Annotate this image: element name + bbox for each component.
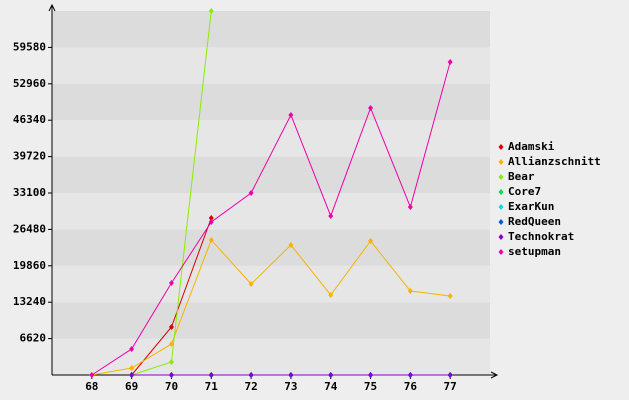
data-point: [288, 111, 294, 118]
series-line: [91, 239, 451, 376]
legend-label: Bear: [508, 170, 535, 183]
data-point: [168, 340, 174, 347]
x-tick-label: 72: [244, 380, 257, 393]
y-tick-label: 39720: [13, 150, 46, 163]
data-point: [328, 291, 334, 298]
data-point: [208, 215, 214, 222]
x-tick-label: 73: [284, 380, 297, 393]
data-point: [89, 372, 95, 378]
grid-band: [52, 229, 490, 266]
legend-marker: [498, 234, 504, 240]
data-point: [288, 372, 294, 378]
data-point: [248, 372, 254, 378]
data-point: [407, 204, 413, 211]
data-point: [248, 190, 254, 196]
x-tick-label: 75: [364, 380, 377, 393]
legend-label: Core7: [508, 185, 541, 198]
legend-marker: [498, 249, 504, 255]
y-tick-label: 26480: [13, 222, 46, 235]
y-axis-arrow: [48, 3, 56, 12]
legend-label: Allianzschnitt: [508, 155, 601, 168]
legend-label: setupman: [508, 245, 561, 258]
data-point: [208, 372, 214, 378]
data-point: [407, 287, 413, 294]
data-point: [129, 365, 135, 372]
y-tick-label: 19860: [13, 259, 46, 272]
data-point: [208, 218, 214, 225]
x-tick-label: 74: [324, 380, 338, 393]
legend-marker: [498, 189, 504, 195]
x-tick-label: 77: [444, 380, 457, 393]
data-point: [447, 292, 453, 299]
grid-band: [52, 156, 490, 193]
legend-marker: [498, 219, 504, 225]
legend-marker: [498, 174, 504, 180]
data-point: [129, 345, 135, 352]
grid-band: [52, 83, 490, 121]
grid-band: [52, 302, 490, 339]
data-point: [208, 8, 214, 14]
grid-band: [52, 265, 490, 303]
legend-marker: [498, 204, 504, 210]
data-point: [328, 212, 334, 219]
x-tick-label: 69: [125, 380, 138, 393]
x-tick-label: 70: [165, 380, 178, 393]
y-tick-label: 46340: [13, 113, 46, 126]
data-point: [248, 281, 254, 287]
data-point: [447, 372, 453, 378]
x-tick-label: 71: [205, 380, 219, 393]
data-point: [168, 359, 174, 366]
data-point: [368, 238, 374, 245]
x-tick-label: 68: [85, 380, 98, 393]
y-tick-label: 6620: [20, 332, 47, 345]
data-point: [168, 280, 174, 287]
data-point: [447, 58, 453, 65]
legend-marker: [498, 159, 504, 165]
x-axis-arrow: [490, 371, 499, 379]
data-point: [407, 372, 413, 378]
y-tick-label: 52960: [13, 77, 46, 90]
y-tick-label: 59580: [13, 40, 46, 53]
data-point: [368, 372, 374, 378]
legend-label: Technokrat: [508, 230, 574, 243]
data-point: [368, 104, 374, 111]
data-point: [168, 323, 174, 330]
x-tick-label: 76: [404, 380, 418, 393]
series-line: [91, 61, 451, 376]
grid-band: [52, 47, 490, 84]
legend-label: ExarKun: [508, 200, 554, 213]
grid-band: [52, 193, 490, 230]
grid-band: [52, 338, 490, 375]
data-point: [328, 372, 334, 378]
data-point: [208, 237, 214, 244]
y-tick-label: 13240: [13, 295, 46, 308]
grid-band: [52, 120, 490, 157]
grid-band: [52, 11, 490, 48]
data-point: [168, 372, 174, 378]
data-point: [288, 242, 294, 249]
data-point: [129, 372, 135, 378]
legend-label: RedQueen: [508, 215, 561, 228]
y-tick-label: 33100: [13, 186, 46, 199]
legend-label: Adamski: [508, 140, 555, 153]
legend-marker: [498, 144, 504, 150]
